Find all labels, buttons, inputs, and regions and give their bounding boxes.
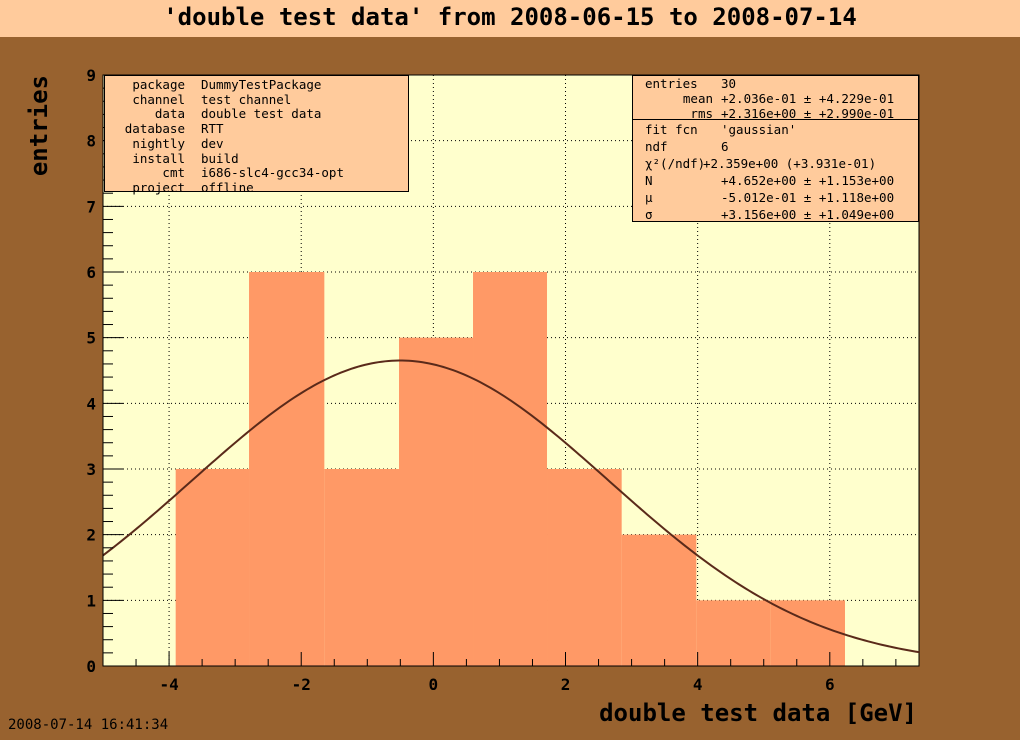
- stats-entries-row: entries 30: [633, 76, 918, 91]
- histogram-bar: [175, 469, 250, 666]
- fit-fcn-value: 'gaussian': [721, 122, 797, 137]
- histogram-bar: [249, 272, 325, 666]
- fit-n-label: N: [645, 173, 653, 188]
- y-tick-label: 9: [86, 66, 96, 85]
- meta-value: build: [201, 150, 239, 166]
- histogram-bar: [770, 600, 845, 666]
- stats-rms-row: rms +2.316e+00 ± +2.990e-01: [633, 106, 918, 121]
- meta-key: nightly: [132, 135, 185, 151]
- y-tick-label: 3: [86, 460, 96, 479]
- meta-key: package: [132, 77, 185, 92]
- fit-fcn-row: fit fcn 'gaussian': [633, 122, 918, 137]
- fit-chi2-row: χ²(/ndf) +2.359e+00 (+3.931e-01): [633, 156, 918, 171]
- metadata-box: package DummyTestPackage channel test chann…: [104, 75, 409, 195]
- fit-chi2-label: χ²(/ndf): [645, 156, 706, 171]
- histogram-bar: [547, 469, 622, 666]
- fit-mu-label: μ: [645, 190, 653, 205]
- histogram-bar: [696, 600, 771, 666]
- fit-mu-value: -5.012e-01 ± +1.118e+00: [721, 190, 895, 205]
- x-tick-label: -4: [159, 675, 178, 694]
- title-band: [0, 0, 1020, 37]
- x-tick-label: 0: [429, 675, 439, 694]
- x-tick-label: 4: [693, 675, 703, 694]
- stats-divider: [633, 119, 918, 120]
- page-title: 'double test data' from 2008-06-15 to 20…: [163, 3, 857, 31]
- stats-mean-label: mean: [682, 91, 713, 106]
- meta-value: double test data: [201, 106, 322, 122]
- y-axis-label: entries: [25, 75, 53, 176]
- y-tick-label: 0: [86, 657, 96, 676]
- y-tick-label: 2: [86, 526, 96, 545]
- fit-ndf-row: ndf 6: [633, 139, 918, 154]
- fit-sigma-label: σ: [645, 207, 653, 222]
- meta-value: offline: [201, 179, 254, 195]
- stats-box: entries 30 mean +2.036e-01 ± +4.229e-01 …: [632, 75, 919, 222]
- meta-value: dev: [201, 135, 224, 151]
- fit-mu-row: μ -5.012e-01 ± +1.118e+00: [633, 190, 918, 205]
- fit-ndf-label: ndf: [645, 139, 668, 154]
- meta-value: i686-slc4-gcc34-opt: [201, 165, 344, 181]
- fit-sigma-value: +3.156e+00 ± +1.049e+00: [721, 207, 895, 222]
- stats-rms-value: +2.316e+00 ± +2.990e-01: [721, 106, 895, 121]
- x-tick-label: -2: [292, 675, 311, 694]
- y-tick-label: 8: [86, 132, 96, 151]
- stats-mean-value: +2.036e-01 ± +4.229e-01: [721, 91, 895, 106]
- meta-key: data: [154, 106, 185, 122]
- meta-key: cmt: [162, 165, 185, 181]
- histogram-bar: [324, 469, 400, 666]
- meta-value: RTT: [201, 121, 224, 137]
- stats-entries-label: entries: [645, 76, 698, 91]
- histogram-bar: [399, 337, 474, 666]
- x-tick-label: 6: [825, 675, 835, 694]
- y-tick-label: 7: [86, 197, 96, 216]
- stats-mean-row: mean +2.036e-01 ± +4.229e-01: [633, 91, 918, 106]
- x-axis-label: double test data [GeV]: [599, 699, 917, 727]
- stats-rms-label: rms: [690, 106, 713, 121]
- x-tick-label: 2: [561, 675, 571, 694]
- y-tick-label: 1: [86, 591, 96, 610]
- fit-n-row: N +4.652e+00 ± +1.153e+00: [633, 173, 918, 188]
- histogram-bar: [621, 534, 697, 666]
- fit-ndf-value: 6: [721, 139, 729, 154]
- meta-value: DummyTestPackage: [201, 77, 322, 92]
- meta-key: database: [124, 121, 185, 137]
- y-tick-label: 6: [86, 263, 96, 282]
- meta-key: channel: [132, 91, 185, 107]
- histogram-bars: [175, 272, 845, 666]
- meta-value: test channel: [201, 91, 292, 107]
- stats-entries-value: 30: [721, 76, 737, 91]
- fit-curve: [102, 359, 920, 654]
- y-tick-label: 5: [86, 329, 96, 348]
- meta-key: install: [132, 150, 185, 166]
- y-tick-label: 4: [86, 394, 96, 413]
- meta-key: project: [132, 179, 185, 195]
- fit-fcn-label: fit fcn: [645, 122, 698, 137]
- fit-sigma-row: σ +3.156e+00 ± +1.049e+00: [633, 207, 918, 222]
- fit-chi2-value: +2.359e+00 (+3.931e-01): [703, 156, 877, 171]
- fit-n-value: +4.652e+00 ± +1.153e+00: [721, 173, 895, 188]
- timestamp: 2008-07-14 16:41:34: [8, 717, 169, 733]
- histogram-bar: [473, 272, 548, 666]
